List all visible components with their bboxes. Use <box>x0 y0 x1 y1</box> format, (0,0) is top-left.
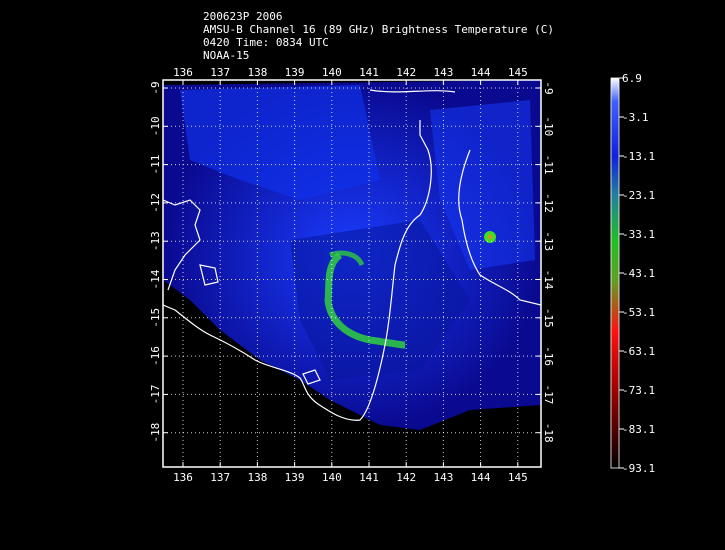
lat-label: -12 <box>542 193 555 213</box>
lon-label: 136 <box>173 471 193 484</box>
colorbar-label: -33.1 <box>622 228 655 241</box>
lat-label: -17 <box>149 384 162 404</box>
lon-label: 139 <box>285 471 305 484</box>
lat-label: -12 <box>149 193 162 213</box>
lon-label: 142 <box>396 471 416 484</box>
lon-label: 140 <box>322 66 342 79</box>
lat-label: -9 <box>149 81 162 94</box>
lon-label: 144 <box>471 471 491 484</box>
header-line: 200623P 2006 <box>203 10 282 23</box>
lat-label: -18 <box>542 423 555 443</box>
lat-label: -18 <box>149 423 162 443</box>
colorbar <box>610 77 620 469</box>
lon-label: 141 <box>359 66 379 79</box>
colorbar-label: -73.1 <box>622 384 655 397</box>
lat-label: -11 <box>542 155 555 175</box>
lon-label: 145 <box>508 471 528 484</box>
lon-label: 138 <box>247 66 267 79</box>
lat-label: -13 <box>149 231 162 251</box>
lon-label: 138 <box>247 471 267 484</box>
lon-label: 145 <box>508 66 528 79</box>
lat-label: -17 <box>542 384 555 404</box>
lat-label: -16 <box>542 346 555 366</box>
lon-label: 137 <box>210 471 230 484</box>
colorbar-label: -63.1 <box>622 345 655 358</box>
colorbar-label: -43.1 <box>622 267 655 280</box>
lon-label: 137 <box>210 66 230 79</box>
lon-label: 140 <box>322 471 342 484</box>
lon-label: 136 <box>173 66 193 79</box>
header: 200623P 2006 AMSU-B Channel 16 (89 GHz) … <box>203 10 554 62</box>
colorbar-label: -23.1 <box>622 189 655 202</box>
header-line: 0420 Time: 0834 UTC <box>203 36 329 49</box>
lat-label: -16 <box>149 346 162 366</box>
lat-label: -13 <box>542 231 555 251</box>
lon-label: 143 <box>433 66 453 79</box>
colorbar-label: -93.1 <box>622 462 655 475</box>
colorbar-label: -3.1 <box>622 111 649 124</box>
lat-label: -15 <box>149 308 162 328</box>
lon-label: 142 <box>396 66 416 79</box>
map-frame <box>162 79 542 468</box>
lat-label: -11 <box>149 155 162 175</box>
lat-label: -10 <box>149 116 162 136</box>
lat-label: -14 <box>542 270 555 290</box>
colorbar-label: -83.1 <box>622 423 655 436</box>
lat-label: -15 <box>542 308 555 328</box>
lat-label: -10 <box>542 116 555 136</box>
lat-label: -9 <box>542 81 555 94</box>
map-image <box>163 80 541 467</box>
header-line: AMSU-B Channel 16 (89 GHz) Brightness Te… <box>203 23 554 36</box>
colorbar-label: -53.1 <box>622 306 655 319</box>
lon-label: 143 <box>433 471 453 484</box>
lon-label: 144 <box>471 66 491 79</box>
header-line: NOAA-15 <box>203 49 249 62</box>
colorbar-label: -13.1 <box>622 150 655 163</box>
lon-label: 141 <box>359 471 379 484</box>
colorbar-label: 6.9 <box>622 72 642 85</box>
lat-label: -14 <box>149 269 162 289</box>
lon-label: 139 <box>285 66 305 79</box>
